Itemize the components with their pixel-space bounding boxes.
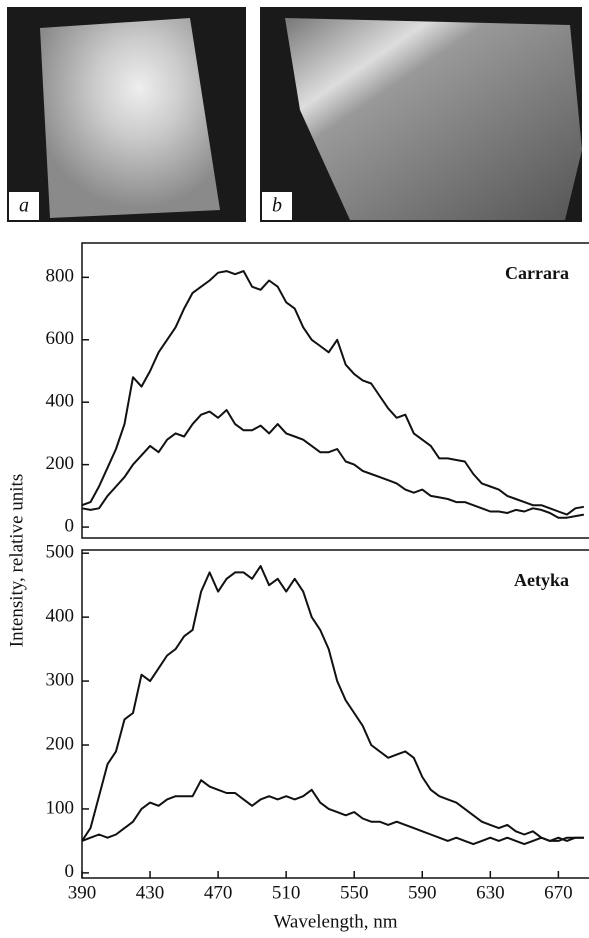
sample-a	[40, 18, 220, 218]
y-tick-label: 0	[65, 515, 75, 536]
y-tick-label: 200	[46, 453, 75, 474]
y-tick-label: 500	[46, 542, 75, 563]
spectrum-line	[82, 566, 584, 841]
y-tick-label: 300	[46, 669, 75, 690]
spectrum-line	[82, 780, 584, 844]
y-tick-label: 400	[46, 391, 75, 412]
x-tick-label: 630	[476, 882, 505, 903]
photo-label: b	[272, 195, 282, 217]
x-tick-label: 430	[136, 882, 165, 903]
figure: a b 0 200 400 600 800 Carrara Intensity, relat…	[0, 0, 589, 938]
x-tick-label: 590	[408, 882, 437, 903]
annotation: Aetyka	[514, 570, 569, 590]
y-tick-label: 0	[65, 861, 75, 882]
y-axis-label: Intensity, relative units	[6, 474, 27, 647]
annotation: Carrara	[505, 263, 569, 283]
spectrum-line	[82, 410, 584, 518]
y-tick-label: 800	[46, 266, 75, 287]
x-tick-label: 670	[544, 882, 573, 903]
x-tick-label: 550	[340, 882, 369, 903]
y-tick-label: 600	[46, 328, 75, 349]
spectrum-line	[82, 271, 584, 514]
y-tick-label: 400	[46, 605, 75, 626]
y-tick-label: 200	[46, 733, 75, 754]
x-axis-label: Wavelength, nm	[273, 911, 397, 932]
x-tick-label: 470	[204, 882, 233, 903]
x-tick-label: 390	[68, 882, 97, 903]
y-tick-label: 100	[46, 797, 75, 818]
x-tick-label: 510	[272, 882, 301, 903]
photo-label: a	[19, 195, 29, 217]
plot-frame	[82, 243, 589, 538]
